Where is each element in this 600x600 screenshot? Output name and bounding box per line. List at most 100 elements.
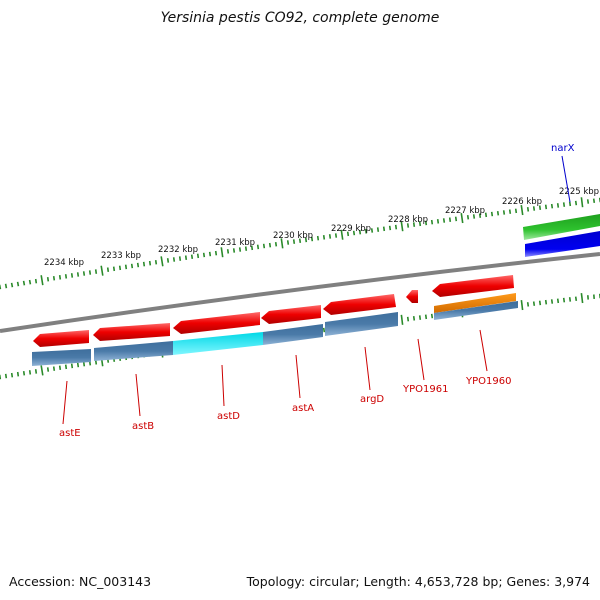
gene-arrow-astA (261, 305, 321, 324)
scale-minor-tick (442, 218, 446, 223)
scale-major-tick (460, 212, 464, 224)
scale-minor-tick (94, 269, 98, 274)
scale-label: 2232 kbp (158, 245, 198, 255)
scale-minor-tick (34, 369, 38, 374)
scale-label: 2225 kbp (559, 187, 599, 197)
scale-minor-tick (112, 266, 116, 272)
scale-minor-tick (328, 234, 332, 239)
scale-minor-tick (556, 298, 560, 304)
scale-minor-tick (406, 316, 410, 322)
genome-backbone (0, 252, 600, 333)
scale-minor-tick (544, 204, 548, 210)
scale-minor-tick (64, 364, 68, 370)
scale-minor-tick (244, 246, 248, 251)
scale-minor-tick (124, 264, 128, 270)
scale-minor-tick (22, 280, 26, 286)
gene-track-darkblue (525, 231, 600, 257)
scale-minor-tick (478, 213, 482, 218)
scale-minor-tick (316, 235, 320, 241)
scale-minor-tick (286, 240, 290, 245)
scale-label: 2226 kbp (502, 197, 542, 207)
scale-minor-tick (388, 225, 392, 231)
scale-minor-tick (406, 223, 410, 228)
scale-minor-tick (298, 238, 302, 244)
scale-major-tick (580, 293, 584, 304)
scale-minor-tick (562, 202, 566, 207)
scale-minor-tick (436, 218, 440, 224)
scale-minor-tick (232, 248, 236, 253)
scale-minor-tick (136, 262, 140, 268)
gene-label-astB: astB (132, 421, 154, 432)
gene-label-YPO1961: YPO1961 (402, 384, 448, 395)
scale-minor-tick (568, 201, 572, 207)
scale-minor-tick (226, 249, 230, 254)
accession-text: Accession: NC_003143 (9, 574, 152, 589)
scale-major-tick (340, 229, 344, 240)
scale-label: 2227 kbp (445, 206, 485, 216)
scale-major-tick (580, 197, 584, 208)
scale-minor-tick (208, 251, 212, 257)
scale-minor-tick (184, 255, 188, 261)
scale-minor-tick (532, 301, 536, 306)
scale-minor-tick (322, 234, 326, 240)
scale-minor-tick (16, 281, 20, 287)
scale-minor-tick (58, 365, 62, 371)
scale-minor-tick (154, 259, 158, 265)
scale-minor-tick (448, 217, 452, 223)
gene-track-green (523, 214, 600, 240)
scale-minor-tick (274, 241, 278, 247)
scale-minor-tick (28, 370, 32, 375)
scale-major-tick (280, 238, 284, 249)
scale-minor-tick (310, 236, 314, 242)
scale-minor-tick (214, 250, 218, 256)
scale-minor-tick (430, 313, 434, 319)
scale-minor-tick (556, 203, 560, 208)
scale-minor-tick (550, 203, 554, 209)
scale-major-tick (160, 256, 164, 267)
scale-minor-tick (268, 242, 272, 248)
scale-minor-tick (454, 216, 458, 222)
scale-minor-tick (238, 247, 242, 252)
scale-minor-tick (346, 231, 350, 237)
scale-minor-tick (52, 366, 56, 371)
cog-track-argD (325, 312, 398, 336)
gene-label-astD: astD (217, 411, 240, 422)
scale-minor-tick (592, 198, 596, 204)
scale-minor-tick (364, 228, 368, 234)
gene-label-astE: astE (59, 428, 81, 439)
cog-track-YPO1960-orange (434, 293, 516, 313)
scale-minor-tick (118, 265, 122, 271)
scale-minor-tick (412, 222, 416, 227)
scale-minor-tick (82, 271, 86, 276)
gene-label-YPO1960: YPO1960 (465, 376, 511, 387)
scale-minor-tick (514, 208, 518, 214)
cog-track-astA (263, 324, 323, 345)
scale-label: 2231 kbp (215, 238, 255, 248)
scale-minor-tick (142, 261, 146, 267)
scale-minor-tick (490, 211, 494, 217)
scale-minor-tick (574, 296, 578, 302)
scale-minor-tick (178, 256, 182, 261)
scale-minor-tick (70, 363, 74, 369)
scale-minor-tick (376, 227, 380, 232)
scale-minor-tick (544, 299, 548, 305)
scale-label: 2230 kbp (273, 231, 313, 241)
scale-minor-tick (4, 373, 8, 379)
scale-minor-tick (70, 273, 74, 278)
scale-minor-tick (322, 327, 326, 333)
scale-major-tick (40, 365, 44, 376)
scale-minor-tick (46, 367, 50, 372)
scale-minor-tick (64, 274, 68, 279)
scale-minor-tick (568, 297, 572, 302)
gene-arrow-YPO1960 (432, 275, 514, 297)
scale-minor-tick (418, 315, 422, 320)
scale-minor-tick (382, 226, 386, 232)
scale-major-tick (520, 204, 524, 216)
cog-track-YPO1960-blue (434, 301, 518, 320)
scale-minor-tick (46, 276, 50, 282)
scale-minor-tick (574, 200, 578, 206)
scale-minor-tick (82, 361, 86, 367)
scale-minor-tick (526, 206, 530, 212)
scale-minor-tick (52, 275, 56, 281)
